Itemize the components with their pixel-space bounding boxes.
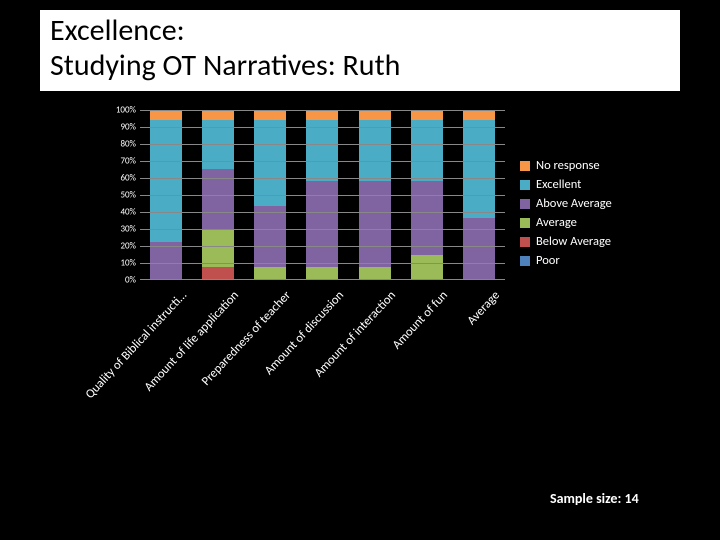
legend-label: Below Average	[536, 234, 611, 249]
legend-label: Poor	[536, 253, 560, 268]
stacked-bar-chart: 0%10%20%30%40%50%60%70%80%90%100% Qualit…	[90, 110, 650, 490]
y-tick-label: 30%	[120, 224, 136, 235]
bar-segment	[202, 230, 234, 267]
y-tick-label: 0%	[125, 275, 136, 286]
y-tick-label: 60%	[120, 173, 136, 184]
y-tick-label: 20%	[120, 241, 136, 252]
legend-label: Above Average	[536, 196, 612, 211]
bar-segment	[411, 110, 443, 120]
grid-line	[140, 110, 505, 111]
legend-swatch	[520, 161, 530, 171]
grid-line	[140, 246, 505, 247]
bar-segment	[411, 120, 443, 181]
bar-segment	[306, 110, 338, 120]
grid-line	[140, 263, 505, 264]
bar-segment	[359, 120, 391, 181]
bar-segment	[150, 110, 182, 120]
bar-segment	[254, 120, 286, 206]
legend-swatch	[520, 180, 530, 190]
bar-segment	[306, 181, 338, 267]
plot-area: 0%10%20%30%40%50%60%70%80%90%100%	[140, 110, 505, 280]
bar-segment	[150, 242, 182, 279]
bar-segment	[202, 110, 234, 120]
y-tick-label: 100%	[116, 105, 136, 116]
grid-line	[140, 127, 505, 128]
grid-line	[140, 212, 505, 213]
title-line-2: Studying OT Narratives: Ruth	[50, 47, 400, 84]
bar-segment	[359, 267, 391, 279]
legend-label: Average	[536, 215, 577, 230]
title-line-1: Excellence:	[50, 12, 185, 49]
bar-segment	[359, 181, 391, 267]
grid-line	[140, 144, 505, 145]
bar-segment	[202, 267, 234, 279]
legend-item: No response	[520, 158, 612, 173]
y-tick-label: 80%	[120, 139, 136, 150]
legend-label: No response	[536, 158, 600, 173]
grid-line	[140, 195, 505, 196]
legend-item: Average	[520, 215, 612, 230]
legend: No response Excellent Above Average Average…	[520, 158, 612, 272]
y-tick-label: 40%	[120, 207, 136, 218]
x-axis-labels: Quality of Biblical instructi…Amount of …	[140, 286, 505, 486]
bar-segment	[254, 110, 286, 120]
legend-swatch	[520, 199, 530, 209]
grid-line	[140, 161, 505, 162]
sample-size: Sample size: 14	[550, 490, 639, 507]
y-tick-label: 10%	[120, 258, 136, 269]
bar-segment	[306, 120, 338, 181]
bar-segment	[150, 120, 182, 242]
grid-line	[140, 178, 505, 179]
bar-segment	[306, 267, 338, 279]
y-tick-label: 90%	[120, 122, 136, 133]
legend-item: Poor	[520, 253, 612, 268]
y-tick-label: 50%	[120, 190, 136, 201]
bar-segment	[411, 255, 443, 279]
bar-segment	[359, 110, 391, 120]
legend-item: Excellent	[520, 177, 612, 192]
legend-swatch	[520, 237, 530, 247]
bar-segment	[411, 181, 443, 255]
grid-line	[140, 229, 505, 230]
bar-segment	[254, 206, 286, 267]
bar-segment	[463, 110, 495, 120]
legend-swatch	[520, 256, 530, 266]
bar-segment	[254, 267, 286, 279]
legend-item: Above Average	[520, 196, 612, 211]
slide-title: Excellence: Studying OT Narratives: Ruth	[40, 10, 680, 91]
legend-item: Below Average	[520, 234, 612, 249]
legend-swatch	[520, 218, 530, 228]
bar-segment	[463, 120, 495, 218]
y-tick-label: 70%	[120, 156, 136, 167]
bar-segment	[463, 218, 495, 279]
legend-label: Excellent	[536, 177, 581, 192]
